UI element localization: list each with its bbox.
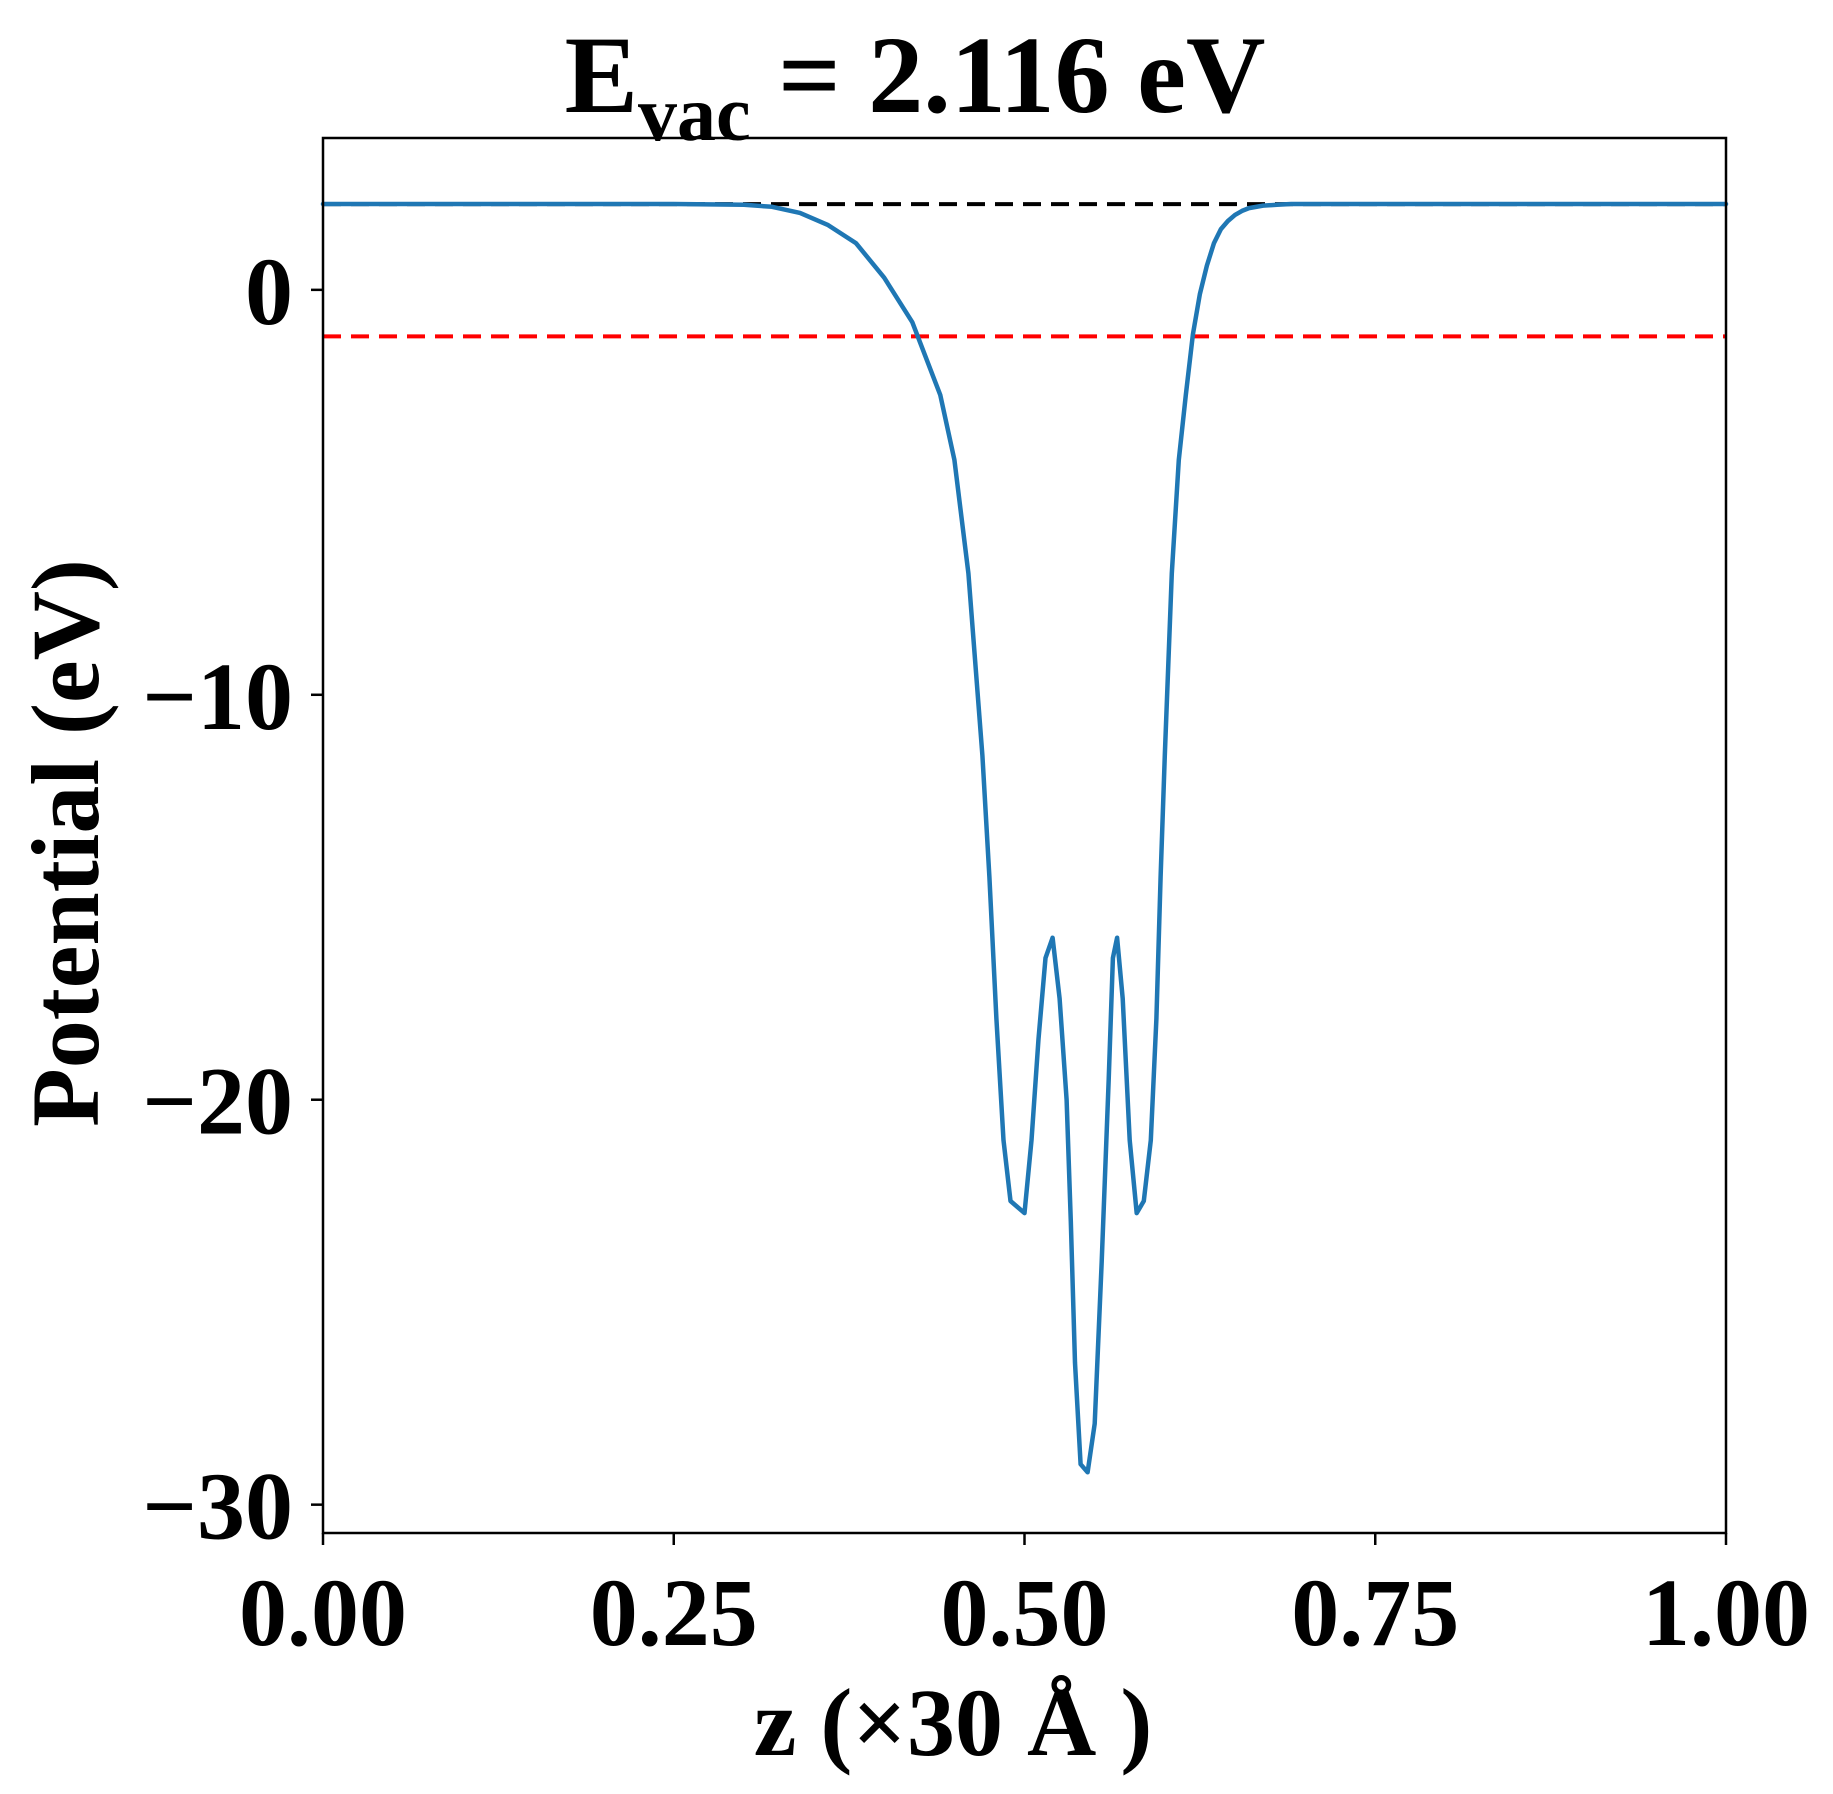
x-tick-label: 0.50 [941, 1559, 1109, 1666]
plot-area: 0.00 0.25 0.50 0.75 1.00 0 −10 −20 −30 [142, 136, 1810, 1666]
y-tick-label: −10 [142, 643, 293, 750]
plot-frame [321, 136, 1728, 1535]
chart-title-rest: = 2.116 eV [751, 14, 1266, 136]
y-tick-label: 0 [245, 238, 293, 345]
chart-title: Evac = 2.116 eV [565, 14, 1266, 157]
x-axis-label: z (×30 Å ) [754, 1669, 1153, 1776]
potential-series-line [320, 201, 1729, 1475]
x-tick-label: 0.25 [590, 1559, 758, 1666]
chart-title-main: E [565, 14, 638, 136]
svg-text:Evac = 2.116 eV: Evac = 2.116 eV [565, 14, 1266, 157]
chart-title-subscript: vac [638, 70, 751, 157]
x-tick-label: 0.75 [1291, 1559, 1459, 1666]
y-tick-label: −20 [142, 1048, 293, 1155]
y-tick-label: −30 [142, 1453, 293, 1560]
x-tick-label: 0.00 [239, 1559, 407, 1666]
y-axis-label: Potential (eV) [12, 559, 119, 1127]
x-tick-label: 1.00 [1642, 1559, 1810, 1666]
